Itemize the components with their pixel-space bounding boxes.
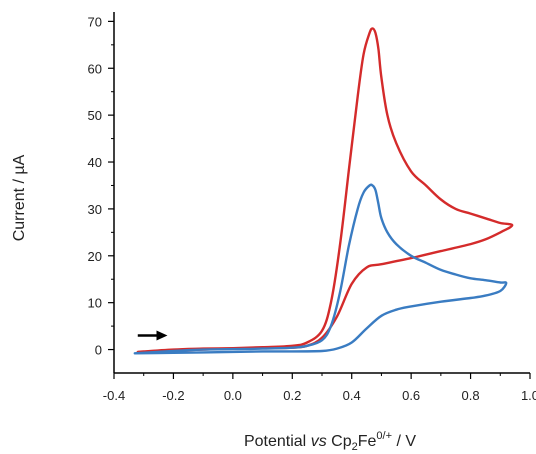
y-ticks: 0 10 20 30 40 50 60 70 xyxy=(88,14,114,358)
y-tick-label: 40 xyxy=(88,155,102,170)
sweep-direction-arrow xyxy=(137,330,168,341)
y-tick-label: 0 xyxy=(95,343,102,358)
x-tick-label: 0.2 xyxy=(283,388,301,403)
y-axis-title: Current / µA xyxy=(11,154,28,241)
x-axis-title-cp: Cp xyxy=(327,433,352,450)
y-tick-label: 20 xyxy=(88,249,102,264)
x-axis-title: Potential vs Cp2Fe0/+ / V xyxy=(244,430,416,453)
x-ticks: -0.4 -0.2 0.0 0.2 0.4 0.6 0.8 1.0 xyxy=(103,373,536,403)
x-axis-title-italic: vs xyxy=(311,433,327,450)
series-layer xyxy=(133,27,514,355)
axes: -0.4 -0.2 0.0 0.2 0.4 0.6 0.8 1.0 0 10 20 30 40 50 60… xyxy=(88,12,536,403)
x-axis-title-prefix: Potential xyxy=(244,433,311,450)
arrow-head-icon xyxy=(156,330,168,341)
x-axis-title-subscript: 2 xyxy=(352,441,358,453)
y-tick-label: 60 xyxy=(88,61,102,76)
x-tick-label: 1.0 xyxy=(521,388,536,403)
x-tick-label: -0.2 xyxy=(162,388,184,403)
x-axis-title-suffix: / V xyxy=(392,433,416,450)
y-tick-label: 70 xyxy=(88,14,102,29)
y-tick-label: 50 xyxy=(88,108,102,123)
x-tick-label: 0.8 xyxy=(462,388,480,403)
x-axis-title-superscript: 0/+ xyxy=(376,430,392,442)
series-line-2 xyxy=(133,183,508,355)
y-tick-label: 10 xyxy=(88,296,102,311)
x-tick-label: 0.6 xyxy=(402,388,420,403)
x-axis-title-fe: Fe xyxy=(358,433,377,450)
x-tick-label: 0.0 xyxy=(224,388,242,403)
series-line-1 xyxy=(136,27,514,354)
x-tick-label: -0.4 xyxy=(103,388,125,403)
y-tick-label: 30 xyxy=(88,202,102,217)
x-tick-label: 0.4 xyxy=(343,388,361,403)
